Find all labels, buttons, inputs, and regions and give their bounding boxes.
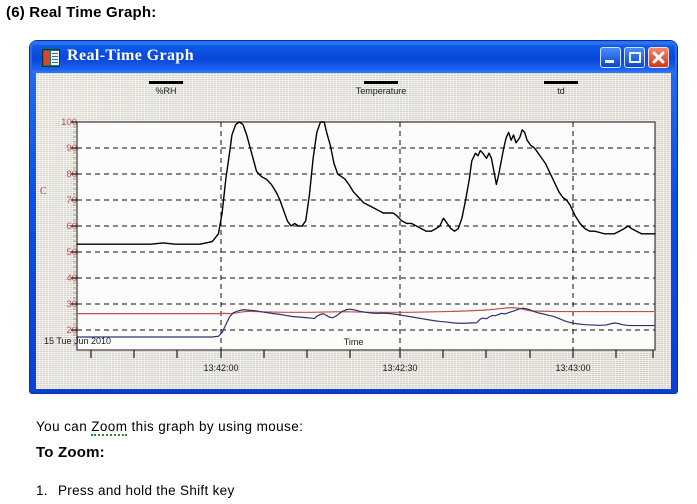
legend-swatch-td — [544, 81, 578, 84]
to-zoom-subheading: To Zoom: — [36, 444, 105, 461]
series-line-temperature — [76, 307, 656, 315]
legend-label-temperature: Temperature — [355, 86, 407, 96]
x-axis-title: Time — [343, 337, 364, 347]
page-title: (6) Real Time Graph: — [6, 4, 157, 21]
x-tick: 13:42:00 — [203, 363, 239, 373]
chart-canvas — [71, 121, 656, 358]
legend-swatch-temperature — [364, 81, 398, 84]
legend-item-td: td — [516, 81, 606, 96]
legend-label-td: td — [557, 86, 565, 96]
minimize-icon[interactable] — [600, 47, 621, 68]
chart-legend: %RH Temperature td — [36, 73, 671, 105]
window-title: Real-Time Graph — [67, 47, 195, 64]
x-tick: 13:42:30 — [382, 363, 418, 373]
zoom-instruction-paragraph: You can Zoom this graph by using mouse: — [36, 419, 304, 436]
zoom-step-1-number: 1. — [36, 483, 48, 498]
series-line-rh — [76, 121, 656, 245]
y-tick: 100 — [61, 117, 77, 128]
legend-swatch-rh — [149, 81, 183, 84]
legend-item-temperature: Temperature — [326, 81, 436, 96]
zoom-instruction-prefix: You can — [36, 419, 92, 434]
x-tick: 13:43:00 — [555, 363, 591, 373]
zoom-word-misspelled: Zoom — [91, 419, 128, 436]
window-titlebar[interactable]: Real-Time Graph — [32, 43, 675, 73]
series-line-td — [76, 307, 656, 338]
maximize-icon[interactable] — [624, 47, 645, 68]
graph-app-icon — [42, 49, 60, 67]
window-controls — [600, 47, 669, 68]
chart-date-label: 15 Tue Jun 2010 — [44, 336, 112, 346]
chart-plot-area[interactable]: C 100 90 80 70 60 50 40 30 20 — [36, 73, 671, 389]
close-icon[interactable] — [648, 47, 669, 68]
graph-client-area: %RH Temperature td C 100 90 80 70 60 50 … — [36, 73, 671, 389]
y-axis-unit-label: C — [40, 186, 47, 197]
legend-item-rh: %RH — [121, 81, 211, 96]
zoom-step-1: 1. Press and hold the Shift key — [36, 483, 235, 498]
legend-label-rh: %RH — [155, 86, 177, 96]
zoom-step-1-text: Press and hold the Shift key — [58, 483, 235, 498]
zoom-instruction-suffix: this graph by using mouse: — [127, 419, 304, 434]
chart-series-layer — [76, 121, 656, 338]
